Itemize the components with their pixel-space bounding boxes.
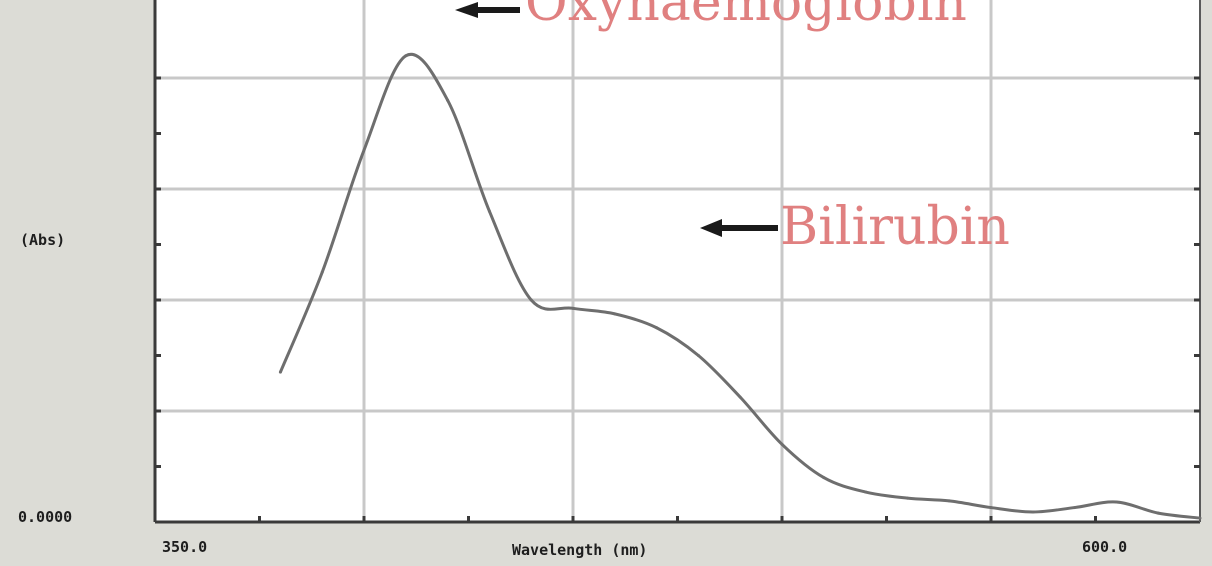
x-axis-label: Wavelength (nm) [512,541,647,559]
series-layer [278,52,1202,520]
data-point [278,370,282,374]
data-point [864,490,868,494]
x-tick-label-max: 600.0 [1082,538,1127,556]
bilirubin-arrowhead [700,219,722,237]
data-point [655,326,659,330]
data-point [738,395,742,399]
data-point [1073,506,1077,510]
data-point [696,354,700,357]
data-point [822,476,826,480]
data-point [947,499,951,503]
y-axis-label: (Abs) [20,231,65,249]
data-point [1031,510,1035,514]
annotation-bilirubin: Bilirubin [780,197,1010,257]
data-point [1156,511,1160,515]
plot-area [155,0,1200,522]
axis-labels: (Abs) 0.0000 350.0 600.0 Wavelength (nm) [18,231,1127,559]
annotation-oxyhaemoglobin: Oxyhaemoglobin [525,0,967,33]
annotations: Oxyhaemoglobin Bilirubin [455,0,1010,257]
data-point [446,98,450,102]
data-point [989,506,993,510]
data-point [1114,500,1118,504]
data-point [320,270,324,274]
oxyhaemoglobin-arrowhead [455,2,478,18]
data-point [613,312,617,316]
data-point [905,496,909,500]
data-point [404,54,408,58]
data-point [780,442,784,446]
grid [153,0,1201,524]
data-point [529,298,533,302]
x-tick-label-min: 350.0 [162,538,207,556]
axis-ticks [155,76,1200,522]
data-point [1198,516,1202,520]
data-point [362,148,366,152]
data-point [571,306,575,310]
y-tick-label-min: 0.0000 [18,508,72,526]
data-point [487,209,491,213]
